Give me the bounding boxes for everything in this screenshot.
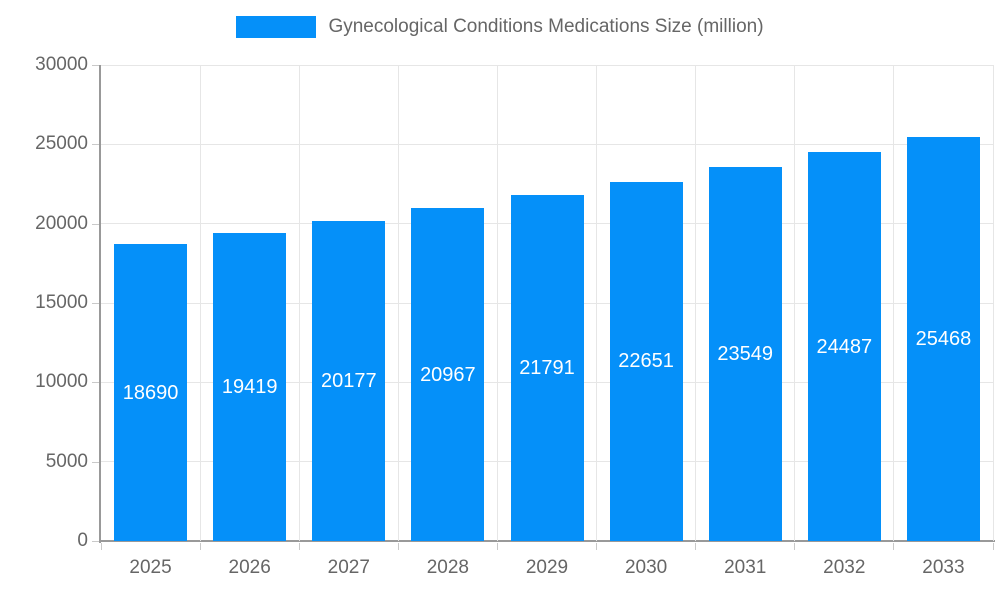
bar-value-label: 22651 bbox=[618, 350, 674, 373]
y-tick-mark bbox=[92, 382, 99, 384]
y-gridline bbox=[101, 143, 993, 145]
bar-2033 bbox=[906, 136, 980, 541]
x-gridline bbox=[695, 65, 697, 541]
bar-2026 bbox=[213, 232, 287, 541]
x-axis-tick-label: 2028 bbox=[426, 557, 470, 578]
bar-2028 bbox=[411, 208, 485, 541]
x-gridline bbox=[596, 65, 598, 541]
y-gridline bbox=[101, 64, 993, 66]
x-gridline bbox=[298, 65, 300, 541]
x-axis-line bbox=[99, 540, 995, 542]
legend-swatch bbox=[236, 16, 317, 38]
y-axis-tick-label: 20000 bbox=[35, 212, 88, 234]
bar-2025 bbox=[114, 244, 188, 541]
plot-area: 18690 19419 20177 20967 21791 22651 23549 24487… bbox=[101, 64, 994, 541]
bar-value-label: 21791 bbox=[519, 357, 575, 380]
legend[interactable]: Gynecological Conditions Medications Siz… bbox=[0, 16, 1000, 38]
x-gridline bbox=[893, 65, 895, 541]
x-gridline bbox=[496, 65, 498, 541]
x-axis-tick-label: 2031 bbox=[724, 557, 767, 578]
x-tick-mark bbox=[199, 543, 201, 550]
x-axis-tick-label: 2026 bbox=[228, 557, 271, 578]
x-tick-mark bbox=[893, 543, 895, 550]
bar-value-label: 18690 bbox=[122, 381, 179, 404]
y-tick-mark bbox=[92, 461, 99, 463]
bar-2029 bbox=[510, 195, 584, 541]
bar-value-label: 23549 bbox=[717, 343, 774, 366]
y-tick-mark bbox=[92, 65, 99, 66]
bar-value-label: 24487 bbox=[816, 335, 873, 358]
y-axis-tick-label: 25000 bbox=[35, 133, 88, 155]
x-tick-mark bbox=[397, 543, 399, 550]
bar-2031 bbox=[708, 167, 782, 541]
x-tick-mark bbox=[596, 543, 598, 550]
bar-2030 bbox=[609, 181, 683, 541]
legend-label: Gynecological Conditions Medications Siz… bbox=[328, 16, 764, 37]
x-tick-mark bbox=[794, 543, 796, 550]
y-axis-tick-label: 30000 bbox=[35, 54, 88, 75]
y-tick-mark bbox=[92, 223, 99, 225]
bar-2032 bbox=[807, 152, 881, 541]
x-axis-tick-label: 2033 bbox=[922, 557, 965, 578]
bar-2027 bbox=[312, 220, 386, 541]
y-axis-tick-label: 15000 bbox=[35, 292, 88, 313]
x-gridline bbox=[397, 65, 399, 541]
x-axis-tick-label: 2029 bbox=[525, 557, 569, 578]
y-axis-tick-label: 10000 bbox=[35, 371, 88, 393]
bar-value-label: 20177 bbox=[320, 369, 377, 392]
y-axis-tick-label: 5000 bbox=[45, 450, 88, 472]
bar-value-label: 20967 bbox=[420, 363, 476, 386]
x-axis-tick-label: 2030 bbox=[624, 557, 668, 578]
x-tick-mark bbox=[298, 543, 300, 550]
y-axis-line bbox=[99, 65, 101, 543]
x-axis-tick-label: 2027 bbox=[327, 557, 370, 578]
x-tick-mark bbox=[496, 543, 498, 550]
x-gridline bbox=[199, 65, 201, 541]
bar-value-label: 25468 bbox=[915, 327, 972, 350]
x-axis-tick-label: 2025 bbox=[129, 557, 172, 578]
x-tick-mark bbox=[695, 543, 697, 550]
x-gridline bbox=[794, 65, 796, 541]
x-gridline bbox=[992, 65, 994, 541]
y-tick-mark bbox=[92, 144, 99, 146]
bar-value-label: 19419 bbox=[221, 375, 278, 398]
x-tick-mark bbox=[100, 543, 102, 550]
y-axis-tick-label: 0 bbox=[77, 530, 88, 551]
x-axis-tick-label: 2032 bbox=[823, 557, 866, 578]
y-tick-mark bbox=[92, 303, 99, 304]
x-tick-mark bbox=[992, 543, 994, 550]
y-tick-mark bbox=[92, 541, 99, 542]
